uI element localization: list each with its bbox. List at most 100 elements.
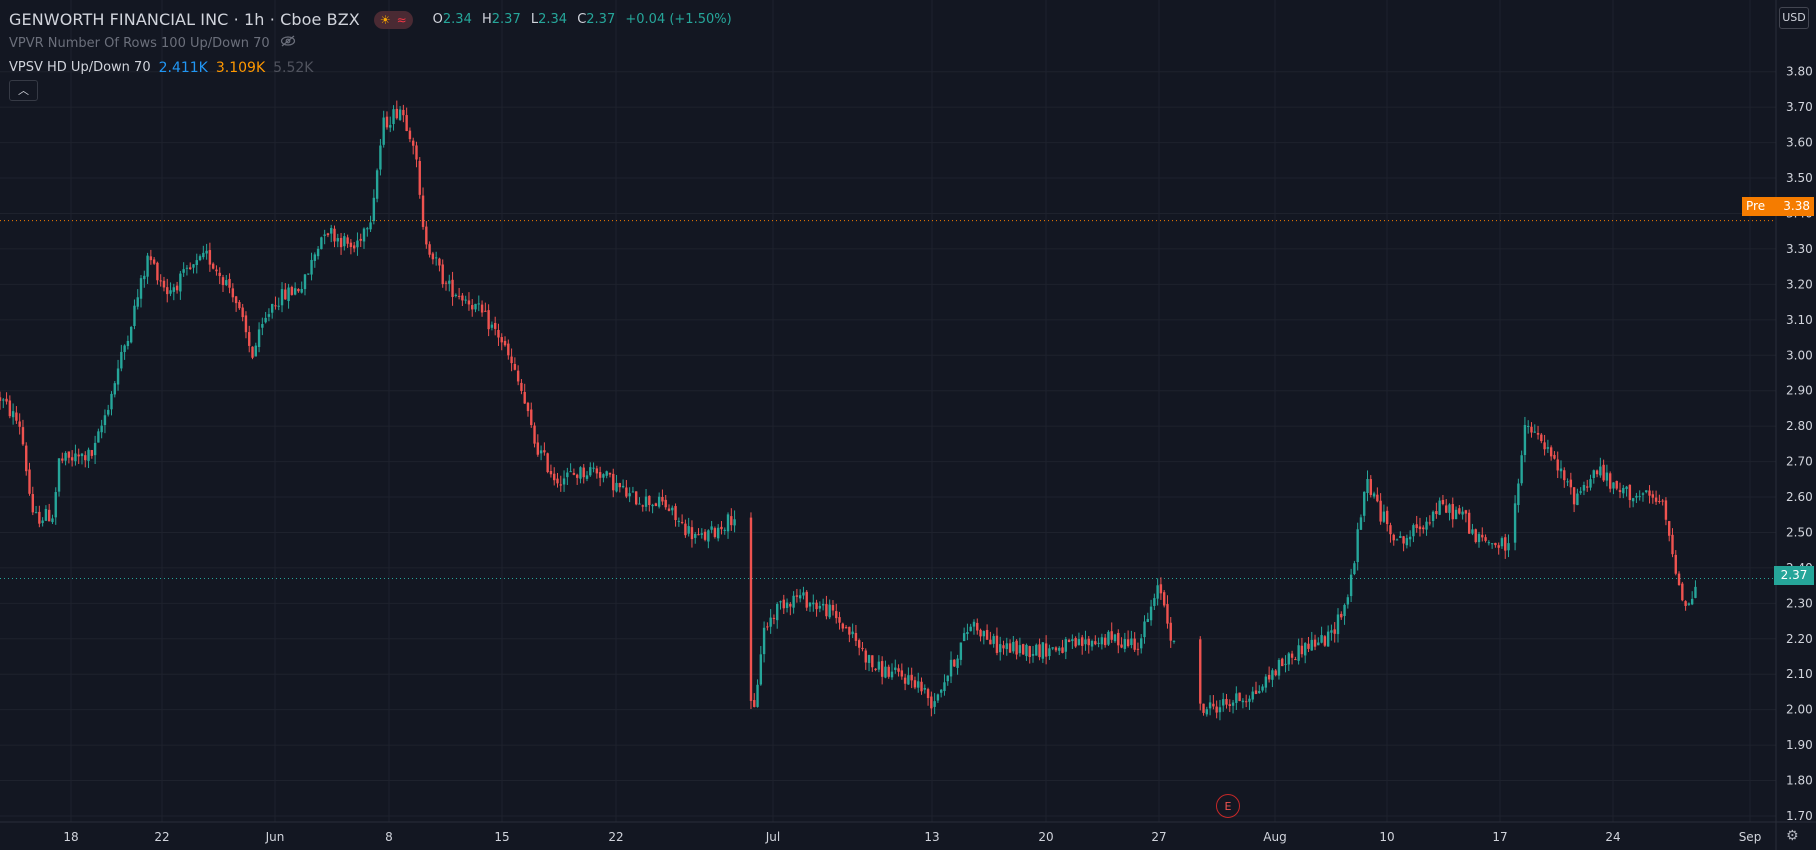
vpsv-label[interactable]: VPSV HD Up/Down 70 [9,60,151,75]
candle-body [54,492,57,518]
candle-body [1018,645,1022,654]
candle-body [946,675,949,682]
x-tick-label: Aug [1263,830,1286,844]
gear-icon[interactable]: ⚙ [1786,828,1799,844]
vpvr-label[interactable]: VPVR Number Of Rows 100 Up/Down 70 [9,36,270,51]
candle-body [1445,505,1448,513]
candle-body [77,454,80,457]
candle-body [438,258,441,266]
candle-body [1461,511,1464,515]
candle-body [333,228,336,242]
candle-body [625,487,628,497]
candle-body [1241,700,1245,703]
candle-body [389,125,392,128]
candle-body [1267,674,1271,680]
x-tick-label: Jul [765,830,780,844]
y-tick-label: 2.50 [1786,525,1813,539]
earnings-marker[interactable]: E [1216,794,1240,818]
candle-body [526,402,530,412]
y-tick-label: 3.20 [1786,277,1813,291]
candle-body [211,263,215,269]
y-tick-label: 3.70 [1786,100,1813,114]
currency-button[interactable]: USD [1779,7,1809,29]
candle-body [1349,574,1353,597]
y-tick-label: 2.20 [1786,632,1813,646]
candle-body [766,626,769,628]
candle-body [1143,621,1146,638]
candle-body [192,264,195,268]
candle-body [1336,614,1340,635]
candle-body [1464,510,1468,514]
candle-body [1166,604,1169,624]
candle-body [1038,644,1041,658]
candle-body [1687,603,1691,605]
candle-body [572,472,576,475]
wave-icon: ≈ [396,13,407,27]
candle-body [1254,690,1258,695]
candle-body [1497,545,1500,548]
candle-body [618,483,622,488]
eye-off-icon[interactable] [280,35,296,53]
candle-body [723,529,726,531]
candle-body [861,647,864,650]
candle-body [769,617,772,627]
vpsv-row[interactable]: VPSV HD Up/Down 70 2.411K 3.109K 5.52K [9,56,738,80]
candle-body [113,383,116,395]
candle-body [1067,639,1071,642]
candle-body [74,453,77,462]
candle-body [18,421,21,427]
candle-body [730,516,733,526]
candle-body [1258,690,1261,694]
candle-body [1382,511,1386,522]
symbol-title[interactable]: GENWORTH FINANCIAL INC · 1h · Cboe BZX [9,10,360,29]
vpvr-row[interactable]: VPVR Number Of Rows 100 Up/Down 70 [9,32,738,56]
candle-body [628,493,631,497]
high-label: H [481,12,492,27]
candle-body [261,324,264,328]
candle-body [680,521,684,523]
candle-body [208,250,212,265]
candle-body [1523,425,1527,455]
y-tick-label: 2.10 [1786,667,1813,681]
candle-body [398,109,402,120]
candle-body [1297,645,1300,661]
candle-body [510,356,513,364]
candle-body [667,508,671,511]
candle-body [90,450,94,456]
candle-body [1002,645,1005,649]
candle-body [326,233,330,236]
candle-body [303,274,307,290]
collapse-legend-button[interactable]: ︿ [9,80,38,101]
candle-body [1645,490,1648,493]
candle-body [1356,529,1359,563]
candle-body [939,689,943,693]
candle-body [523,391,526,404]
candle-body [1326,631,1330,647]
candle-body [1081,637,1084,646]
candle-body [1471,529,1474,534]
candle-body [1369,479,1372,495]
market-status-badge[interactable]: ☀ ≈ [373,11,413,29]
candle-body [444,282,448,284]
candle-body [172,287,176,292]
candle-body [684,523,687,536]
candle-body [120,351,123,369]
candle-body [67,451,71,458]
candle-body [248,332,251,346]
candle-body [1641,493,1645,495]
candle-body [1648,490,1651,496]
candle-body [520,382,523,391]
candle-body [490,324,494,328]
candle-body [1458,508,1461,514]
candle-body [497,329,500,338]
candle-body [661,496,664,502]
candle-body [1284,663,1287,665]
candle-body [375,170,379,199]
vpsv-total-value: 5.52K [273,60,314,76]
candle-body [1274,670,1277,676]
close-label: C [577,12,587,27]
candle-body [1389,525,1392,535]
candle-body [1638,496,1641,498]
